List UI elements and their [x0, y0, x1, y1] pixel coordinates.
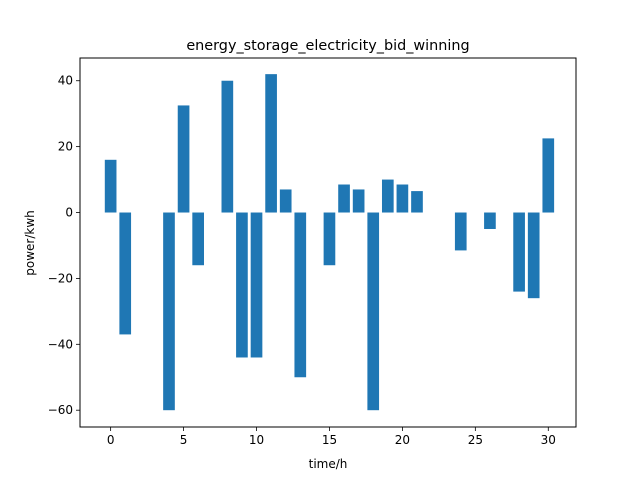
y-tick-label: 20	[58, 140, 73, 154]
chart-title: energy_storage_electricity_bid_winning	[186, 38, 469, 54]
x-tick-label: 25	[468, 433, 483, 447]
bar-4	[163, 212, 175, 411]
bar-11	[265, 74, 277, 213]
x-tick-label: 5	[180, 433, 188, 447]
bar-5	[177, 105, 190, 213]
y-tick-label: −20	[48, 271, 73, 285]
x-tick-label: 0	[107, 433, 115, 447]
y-tick-label: −60	[48, 403, 73, 417]
y-axis-label: power/kwh	[23, 210, 37, 276]
x-axis-ticks: 0 5 10 15 20 25 30	[107, 427, 556, 447]
bar-20	[396, 184, 409, 213]
bar-8	[221, 80, 234, 213]
bar-26	[484, 212, 496, 229]
bar-16	[338, 184, 350, 213]
y-tick-label: 40	[58, 74, 73, 88]
bar-17	[352, 189, 365, 213]
bar-10	[250, 212, 263, 358]
bar-19	[381, 179, 394, 213]
plot-frame	[79, 57, 577, 428]
x-axis-label: time/h	[309, 457, 348, 471]
bar-15	[323, 212, 336, 266]
bar-12	[279, 189, 292, 213]
bar-28	[513, 212, 525, 292]
y-tick-label: 0	[65, 206, 73, 220]
x-tick-label: 20	[395, 433, 410, 447]
bar-24	[454, 212, 467, 251]
bar-9	[236, 212, 248, 358]
bar-30	[542, 138, 555, 213]
x-tick-label: 15	[322, 433, 337, 447]
bar-18	[367, 212, 380, 411]
bar-13	[294, 212, 307, 378]
bar-0	[104, 159, 117, 213]
y-axis-ticks: −60 −40 −20 0 20 40	[48, 74, 80, 417]
x-tick-label: 30	[541, 433, 556, 447]
bar-21	[411, 191, 423, 213]
bars-group	[104, 74, 555, 411]
x-tick-label: 10	[249, 433, 264, 447]
y-tick-label: −40	[48, 337, 73, 351]
bar-29	[527, 212, 540, 299]
bar-1	[119, 212, 132, 335]
bar-6	[192, 212, 204, 266]
